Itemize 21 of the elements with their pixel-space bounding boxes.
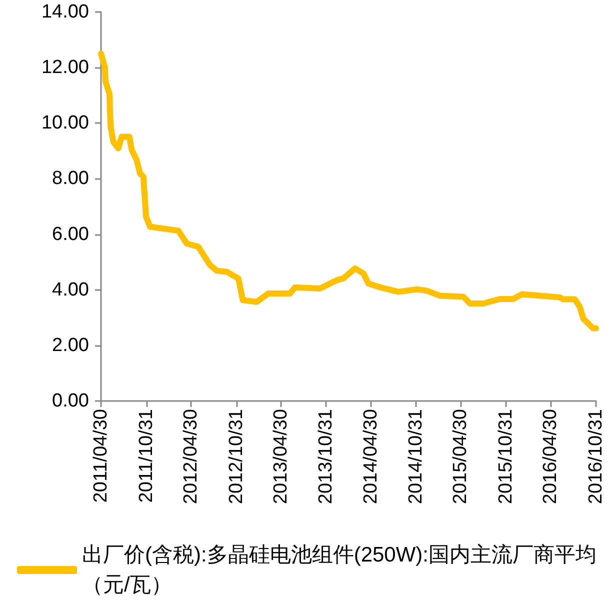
x-tick-label: 2012/04/30 [180, 409, 202, 504]
x-tick-label: 2014/04/30 [360, 409, 382, 504]
y-tick-label: 8.00 [52, 168, 89, 190]
x-tick-label: 2015/10/31 [495, 409, 516, 504]
y-tick-label: 12.00 [41, 57, 89, 78]
x-tick-label: 2013/04/30 [270, 409, 292, 504]
y-tick-label: 6.00 [52, 224, 89, 245]
x-tick-label: 2011/04/30 [90, 409, 112, 503]
y-tick-label: 10.00 [41, 112, 89, 134]
x-tick-label: 2016/04/30 [540, 409, 562, 504]
legend-label: 出厂价(含税):多晶硅电池组件(250W):国内主流厂商平均（元/瓦） [82, 544, 596, 596]
y-tick-label: 2.00 [52, 334, 89, 356]
x-tick-label: 2014/10/31 [406, 409, 427, 504]
x-tick-label: 2011/10/31 [136, 409, 157, 503]
y-tick-label: 4.00 [52, 279, 89, 300]
x-tick-label: 2015/04/30 [450, 409, 472, 504]
y-tick-label: 14.00 [41, 2, 89, 22]
y-tick-label: 0.00 [52, 390, 89, 412]
x-tick-label: 2012/10/31 [226, 409, 247, 504]
x-tick-label: 2016/10/31 [586, 409, 606, 504]
x-tick-label: 2013/10/31 [316, 409, 337, 504]
